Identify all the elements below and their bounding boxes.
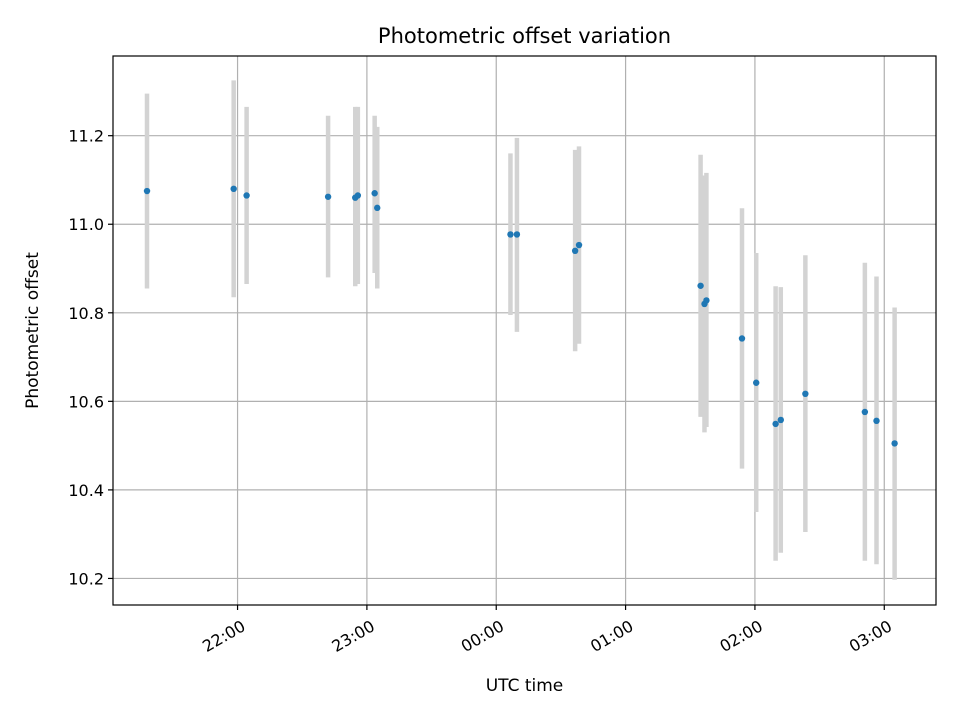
- data-point: [861, 408, 869, 416]
- data-point: [738, 335, 746, 342]
- data-point: [703, 297, 710, 304]
- data-point: [374, 204, 381, 212]
- data-point: [230, 185, 237, 193]
- data-point: [371, 190, 378, 197]
- data-point: [324, 193, 332, 200]
- data-point: [772, 420, 779, 428]
- data-point: [777, 416, 784, 424]
- data-point: [354, 192, 362, 199]
- y-tick-label: 11.2: [68, 127, 104, 146]
- data-point: [513, 231, 521, 238]
- y-tick-label: 11.0: [68, 215, 104, 234]
- chart-title: Photometric offset variation: [378, 24, 671, 48]
- y-tick-label: 10.8: [68, 304, 104, 323]
- data-point: [507, 231, 514, 238]
- y-axis-title: Photometric offset: [23, 252, 43, 409]
- data-point: [891, 440, 898, 447]
- data-point: [697, 282, 704, 289]
- data-point: [873, 417, 880, 425]
- plot-frame: [112, 55, 937, 606]
- plot-area: [113, 56, 936, 605]
- x-axis-title: UTC time: [486, 676, 564, 696]
- y-tick-label: 10.4: [68, 481, 104, 500]
- data-point: [243, 192, 250, 199]
- data-point: [143, 187, 151, 195]
- y-axis-ticks: 10.2 10.4 10.6 10.8 11.0 11.2: [68, 127, 113, 588]
- y-tick-label: 10.6: [68, 392, 104, 411]
- data-point: [575, 241, 583, 249]
- y-tick-label: 10.2: [68, 569, 104, 588]
- data-point: [802, 390, 809, 398]
- data-point: [753, 379, 760, 386]
- data-point: [571, 247, 579, 255]
- data-points: [143, 185, 898, 447]
